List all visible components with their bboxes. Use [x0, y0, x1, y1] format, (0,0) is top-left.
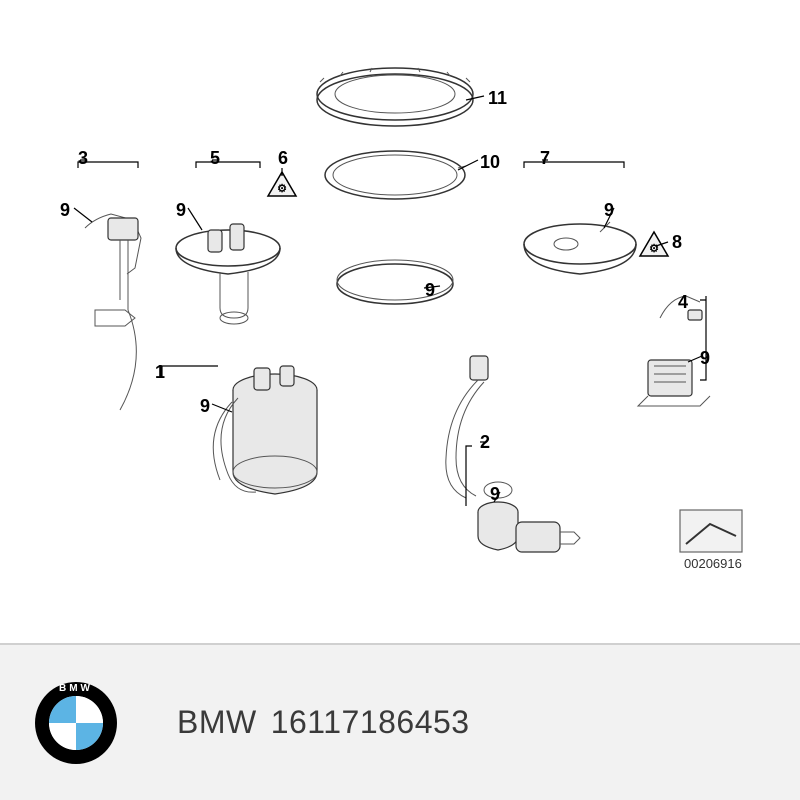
callout-6: 6	[278, 148, 288, 169]
callout-11: 11	[488, 88, 507, 109]
bmw-logo: BMW	[35, 682, 117, 764]
callout-9f: 9	[604, 200, 614, 221]
callout-2: 2	[480, 432, 490, 453]
callout-10: 10	[480, 152, 500, 173]
brand-name: BMW	[177, 704, 257, 741]
callout-9c: 9	[200, 396, 210, 417]
part-1-filter	[213, 366, 317, 494]
parts-diagram: ⚙ ⚙	[0, 0, 800, 610]
doc-reference-icon	[680, 510, 742, 552]
part-11-screw-ring	[317, 68, 473, 126]
part-10-ring	[325, 151, 466, 199]
bmw-logo-letters: BMW	[35, 683, 117, 694]
brand-text: BMW 16117186453	[177, 704, 470, 741]
callout-9e: 9	[490, 484, 500, 505]
leader-lines	[74, 96, 706, 506]
callout-9g: 9	[700, 348, 710, 369]
callout-9b: 9	[176, 200, 186, 221]
svg-text:⚙: ⚙	[277, 183, 287, 195]
svg-text:⚙: ⚙	[649, 243, 659, 255]
part-number: 16117186453	[271, 704, 470, 741]
part-5-flange	[176, 224, 280, 324]
callout-4: 4	[678, 292, 688, 313]
callout-9d: 9	[425, 280, 435, 301]
part-9-seal-ring	[337, 260, 453, 304]
part-3-sender	[85, 214, 141, 410]
callout-5: 5	[210, 148, 220, 169]
callout-9a: 9	[60, 200, 70, 221]
callout-3: 3	[78, 148, 88, 169]
callout-8: 8	[672, 232, 682, 253]
part-7-cap	[524, 222, 636, 274]
brand-strip: BMW BMW 16117186453	[0, 643, 800, 800]
callout-1: 1	[155, 362, 165, 383]
callout-7: 7	[540, 148, 550, 169]
doc-number: 00206916	[684, 556, 742, 571]
